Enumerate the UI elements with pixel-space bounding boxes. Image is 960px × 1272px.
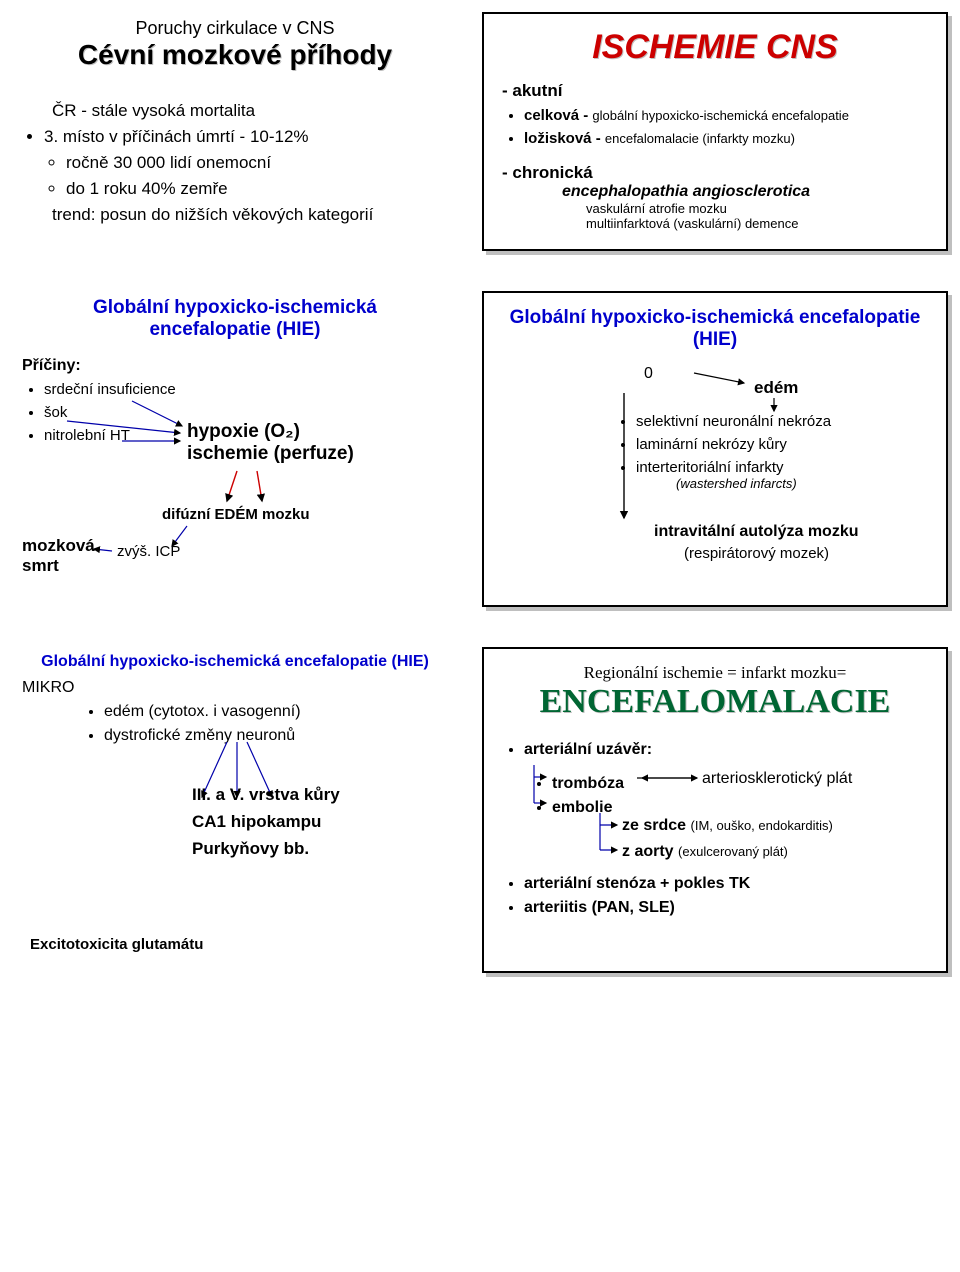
slide6-aorty: z aorty: [622, 843, 674, 860]
slide5-m1: edém (cytotox. i vasogenní): [104, 703, 448, 721]
slide3-priciny: Příčiny:: [22, 357, 448, 375]
slide1-b1: ČR - stále vysoká mortalita: [22, 101, 448, 121]
slide2-celkova: celková - globální hypoxicko-ischemická …: [524, 107, 928, 124]
slide3-title: Globální hypoxicko-ischemická encefalopa…: [22, 297, 448, 341]
slide4-resp: (respirátorový mozek): [684, 545, 829, 562]
slide3-mozkova: mozková smrt: [22, 536, 102, 576]
slide6-h1: arteriální uzávěr:: [524, 741, 928, 759]
slide4-intra: intravitální autolýza mozku: [654, 523, 858, 541]
slide2-multi: multiinfarktová (vaskulární) demence: [562, 216, 928, 231]
slide6-srdce-sub: (IM, ouško, endokarditis): [691, 818, 833, 833]
slide3-ischemie: ischemie (perfuze): [187, 443, 354, 465]
slide3-difuzni: difúzní EDÉM mozku: [162, 506, 310, 523]
slide1-title: Cévní mozkové příhody: [22, 39, 448, 71]
slide-3: Globální hypoxicko-ischemická encefalopa…: [12, 291, 458, 603]
slide2-akutni: - akutní: [502, 81, 928, 101]
slide2-chronicka: - chronická: [502, 163, 928, 183]
slide-4: Globální hypoxicko-ischemická encefalopa…: [482, 291, 948, 607]
slide4-edem: edém: [754, 378, 798, 398]
slide-2: ISCHEMIE CNS - akutní celková - globální…: [482, 12, 948, 251]
slide5-title: Globální hypoxicko-ischemická encefalopa…: [22, 653, 448, 671]
slide6-sten: arteriální stenóza + pokles TK: [524, 875, 750, 893]
slide6-arit: arteriitis (PAN, SLE): [524, 899, 750, 917]
slide2-title: ISCHEMIE CNS: [502, 28, 928, 67]
slide4-s2: laminární nekrózy kůry: [636, 436, 831, 453]
row-1: Poruchy cirkulace v CNS Cévní mozkové př…: [12, 12, 948, 251]
slide2-vas: vaskulární atrofie mozku: [562, 201, 928, 216]
slide2-loziskova: ložisková - encefalomalacie (infarkty mo…: [524, 130, 928, 147]
slide1-subtitle: Poruchy cirkulace v CNS: [22, 18, 448, 39]
slide3-hypoxie: hypoxie (O₂): [187, 421, 354, 443]
slide-5: Globální hypoxicko-ischemická encefalopa…: [12, 647, 458, 959]
slide1-b2: 3. místo v příčinách úmrtí - 10-12%: [44, 127, 448, 147]
row-2: Globální hypoxicko-ischemická encefalopa…: [12, 291, 948, 607]
slide5-mikro: MIKRO: [22, 679, 448, 697]
slide1-b5: trend: posun do nižších věkových kategor…: [22, 205, 448, 225]
slide4-title: Globální hypoxicko-ischemická encefalopa…: [502, 307, 928, 351]
slide6-trom: trombóza: [552, 775, 624, 793]
slide5-exc: Excitotoxicita glutamátu: [30, 936, 203, 953]
slide5-l3: Purkyňovy bb.: [192, 835, 448, 862]
slide3-zvys: zvýš. ICP: [117, 543, 180, 560]
slide6-subtitle: Regionální ischemie = infarkt mozku=: [502, 663, 928, 683]
slide6-aorty-sub: (exulcerovaný plát): [678, 844, 788, 859]
slide6-emb: embolie: [552, 799, 624, 817]
slide-6: Regionální ischemie = infarkt mozku= ENC…: [482, 647, 948, 973]
slide5-l2: CA1 hipokampu: [192, 808, 448, 835]
slide6-ater: arteriosklerotický plát: [702, 770, 852, 788]
slide3-p2: šok: [44, 404, 448, 421]
slide3-p1: srdeční insuficience: [44, 381, 448, 398]
slide1-b3: ročně 30 000 lidí onemocní: [66, 153, 448, 173]
slide1-b4: do 1 roku 40% zemře: [66, 179, 448, 199]
slide4-s3: interteritoriální infarkty(wastershed in…: [636, 459, 831, 491]
slide2-enc: encephalopathia angiosclerotica: [562, 183, 928, 201]
slide6-srdce: ze srdce: [622, 817, 686, 834]
slide6-title: ENCEFALOMALACIE: [502, 683, 928, 721]
slide5-l1: III. a V. vrstva kůry: [192, 781, 448, 808]
slide-1: Poruchy cirkulace v CNS Cévní mozkové př…: [12, 12, 458, 251]
slide4-zero: 0: [644, 365, 653, 383]
slide4-s1: selektivní neuronální nekróza: [636, 413, 831, 430]
row-3: Globální hypoxicko-ischemická encefalopa…: [12, 647, 948, 973]
slide5-m2: dystrofické změny neuronů: [104, 727, 448, 745]
